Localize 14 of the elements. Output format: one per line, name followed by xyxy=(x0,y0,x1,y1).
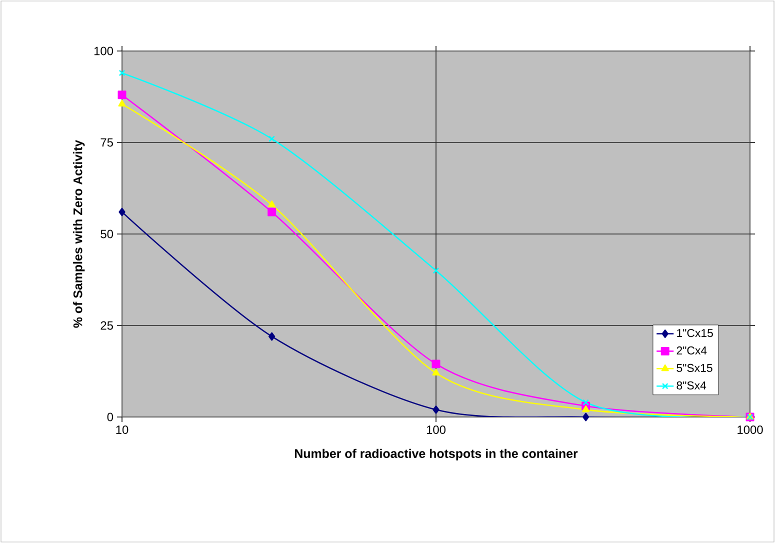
x-tick-label: 100 xyxy=(426,426,446,434)
legend-label: 5"Sx15 xyxy=(676,364,712,372)
legend-label: 2"Cx4 xyxy=(676,346,707,355)
y-tick-label: 100 xyxy=(94,46,114,56)
legend-label: 8"Sx4 xyxy=(676,381,706,390)
legend-label: 1"Cx15 xyxy=(677,328,713,338)
x-tick-label: 1000 xyxy=(738,426,763,434)
y-tick-label: 0 xyxy=(107,412,114,422)
x-axis-title: Number of radioactive hotspots in the container xyxy=(294,448,578,460)
x-tick-label: 10 xyxy=(116,426,128,434)
y-tick-label: 75 xyxy=(100,138,113,147)
y-axis-title: % of Samples with Zero Activity xyxy=(73,140,85,328)
y-tick-label: 25 xyxy=(100,321,113,330)
y-tick-label: 50 xyxy=(100,230,114,238)
